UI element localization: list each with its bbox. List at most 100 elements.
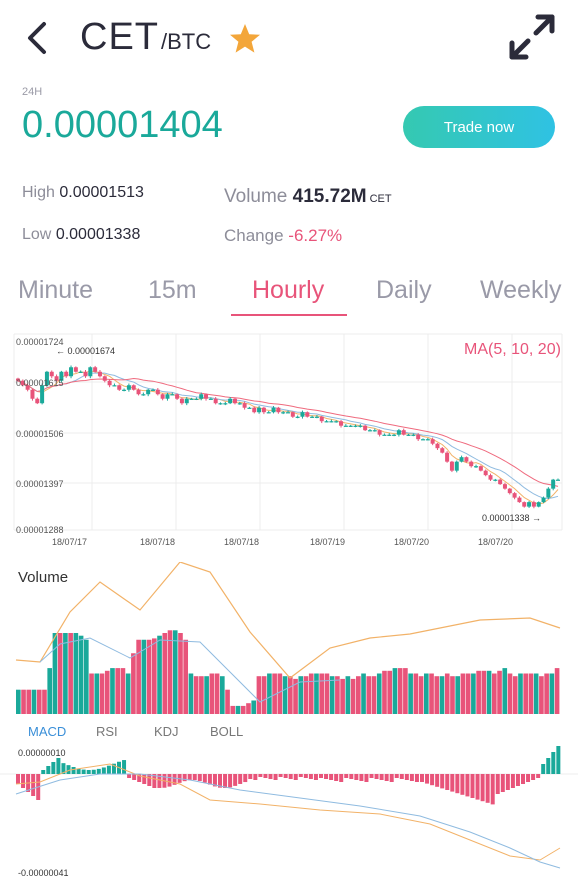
volume-chart[interactable]: Volume xyxy=(0,562,578,716)
volume-bar xyxy=(444,673,450,714)
macd-bar xyxy=(197,774,202,781)
volume-bar xyxy=(434,676,440,714)
volume-bar xyxy=(471,673,476,714)
candle-body xyxy=(73,367,78,372)
trade-now-button[interactable]: Trade now xyxy=(403,106,555,148)
volume-bar xyxy=(16,689,21,714)
volume-bar xyxy=(303,676,309,714)
macd-bar xyxy=(106,765,111,774)
macd-bar xyxy=(313,774,318,780)
volume-bar xyxy=(104,670,110,714)
candle-body xyxy=(40,385,45,404)
candle-body xyxy=(536,502,541,507)
volume-bar xyxy=(329,676,335,714)
volume-bar xyxy=(68,633,73,714)
macd-bar xyxy=(515,774,520,786)
volume-bar xyxy=(366,676,372,714)
candle-body xyxy=(232,398,237,404)
candle-body xyxy=(49,371,54,377)
macd-bar xyxy=(101,767,106,774)
candle-body xyxy=(392,434,397,436)
x-tick-label: 18/07/19 xyxy=(310,537,345,547)
candle-body xyxy=(396,430,401,435)
macd-bar xyxy=(490,774,495,805)
x-tick-label: 18/07/20 xyxy=(394,537,429,547)
candle-body xyxy=(367,430,372,432)
active-tab-indicator xyxy=(231,314,347,316)
tab-rsi[interactable]: RSI xyxy=(96,724,118,739)
high-value: 0.00001513 xyxy=(59,184,144,201)
macd-bar xyxy=(192,774,197,781)
volume-bar xyxy=(502,668,508,714)
candle-body xyxy=(517,497,522,503)
candle-body xyxy=(218,403,223,405)
expand-icon[interactable] xyxy=(506,12,558,62)
tab-hourly[interactable]: Hourly xyxy=(252,276,325,304)
candle-body xyxy=(59,371,64,381)
candle-body xyxy=(507,488,512,494)
macd-bar xyxy=(303,774,308,778)
volume-bar xyxy=(178,633,183,714)
x-tick-label: 18/07/18 xyxy=(224,537,259,547)
candle-body xyxy=(199,394,204,399)
macd-bar xyxy=(379,774,384,780)
macd-bar xyxy=(389,774,394,782)
volume-bar xyxy=(183,639,189,714)
back-arrow-icon[interactable] xyxy=(22,18,56,58)
macd-bar xyxy=(96,768,101,774)
macd-chart[interactable]: 0.00000010 -0.00000041 xyxy=(0,744,578,884)
candle-body xyxy=(69,367,74,377)
tab-weekly[interactable]: Weekly xyxy=(480,276,562,304)
volume-bar xyxy=(486,670,492,714)
candle-body xyxy=(551,479,556,489)
candle-body xyxy=(334,421,339,423)
volume-bar xyxy=(518,673,523,714)
volume-bar xyxy=(214,673,220,714)
volume-bar xyxy=(78,635,84,714)
macd-bar xyxy=(500,774,505,792)
candle-body xyxy=(343,425,348,427)
candle-body xyxy=(556,479,560,481)
volume-bar xyxy=(63,633,68,714)
candle-body xyxy=(247,407,252,409)
candle-body xyxy=(213,398,218,404)
macd-bar xyxy=(364,774,369,782)
macd-bar xyxy=(505,774,510,790)
tab-daily[interactable]: Daily xyxy=(376,276,432,304)
volume-bar xyxy=(52,633,58,714)
candle-body xyxy=(295,416,300,418)
tab-15m[interactable]: 15m xyxy=(148,276,197,304)
candle-body xyxy=(305,412,310,417)
tab-kdj[interactable]: KDJ xyxy=(154,724,179,739)
volume-bar xyxy=(361,673,366,714)
candle-body xyxy=(146,389,151,395)
candle-body xyxy=(377,430,382,435)
volume-bar xyxy=(193,676,199,714)
volume-bar xyxy=(272,673,277,714)
macd-bar xyxy=(319,774,323,778)
tab-macd[interactable]: MACD xyxy=(28,724,67,739)
star-icon[interactable] xyxy=(228,22,262,56)
volume-bar xyxy=(308,673,314,714)
candle-body xyxy=(107,380,112,386)
macd-bar xyxy=(546,758,551,774)
price-chart[interactable]: 0.00001724 0.00001615 0.00001506 0.00001… xyxy=(0,330,578,550)
candle-body xyxy=(435,443,440,449)
macd-bar xyxy=(510,774,515,788)
volume-bar xyxy=(340,678,345,714)
macd-bar xyxy=(71,767,76,774)
candle-body xyxy=(382,434,387,436)
volume-bar xyxy=(554,668,560,714)
candle-body xyxy=(353,425,358,427)
macd-dif-line xyxy=(15,763,561,861)
candle-body xyxy=(401,430,406,435)
tab-minute[interactable]: Minute xyxy=(18,276,94,304)
candle-body xyxy=(449,461,454,471)
candle-body xyxy=(242,403,247,408)
ma-line xyxy=(17,372,559,500)
volume-bar xyxy=(84,639,89,714)
macd-bar xyxy=(31,774,36,796)
tab-boll[interactable]: BOLL xyxy=(210,724,244,739)
period-label: 24H xyxy=(22,86,43,98)
candle-body xyxy=(498,479,503,485)
